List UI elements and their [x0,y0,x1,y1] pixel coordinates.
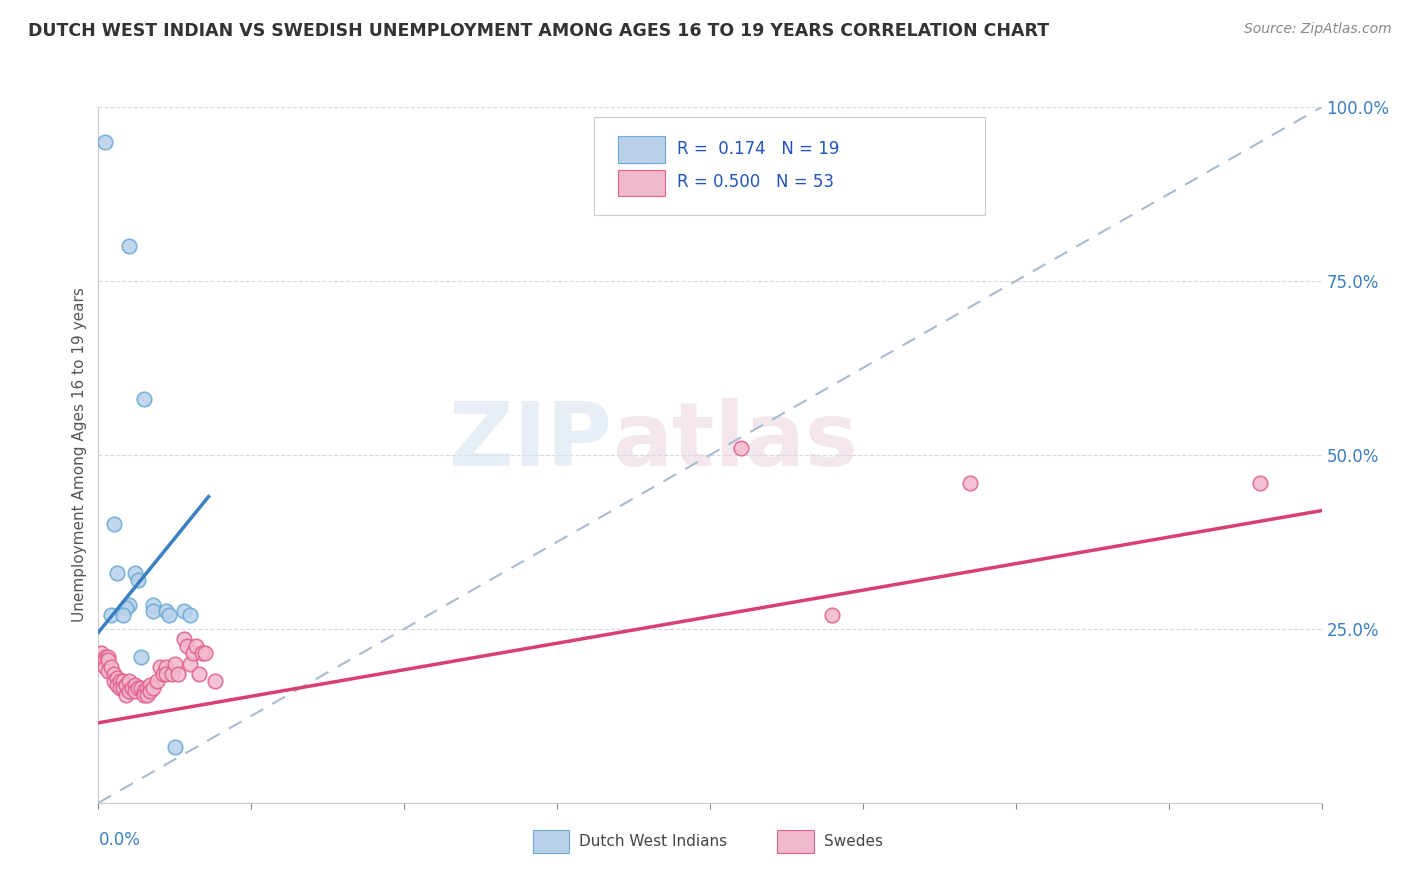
Text: Dutch West Indians: Dutch West Indians [579,833,727,848]
Point [108,681,131,695]
Point [155,605,177,619]
Point [93,653,115,667]
Point [204,674,226,689]
Point [145,674,167,689]
Y-axis label: Unemployment Among Ages 16 to 19 years: Unemployment Among Ages 16 to 19 years [72,287,87,623]
Point [186,639,208,653]
Point [191,646,214,660]
Point [124,566,146,581]
Point [115,677,138,691]
Point [142,605,165,619]
Point [103,517,125,532]
FancyBboxPatch shape [778,830,814,853]
Point [97,653,120,667]
Point [97,664,120,678]
Point [163,657,186,671]
Point [118,598,141,612]
Point [152,667,174,681]
Point [167,667,190,681]
Point [181,646,204,660]
Point [142,681,165,695]
Point [129,649,152,664]
Point [111,674,134,689]
Point [821,607,844,622]
FancyBboxPatch shape [533,830,569,853]
Point [118,684,141,698]
Point [136,681,159,695]
Point [134,392,156,407]
Point [160,667,183,681]
Point [730,441,752,455]
Point [179,607,201,622]
Text: atlas: atlas [612,398,858,484]
Point [111,607,134,622]
Point [105,671,128,685]
Text: R =  0.174   N = 19: R = 0.174 N = 19 [678,140,839,159]
FancyBboxPatch shape [619,169,665,196]
Point [105,566,128,581]
Point [105,677,128,691]
Point [173,632,195,647]
Text: 0.0%: 0.0% [98,830,141,848]
Point [149,660,172,674]
Point [115,601,138,615]
Point [100,660,122,674]
Point [188,667,211,681]
Point [155,660,177,674]
Text: Swedes: Swedes [824,833,883,848]
Point [142,598,165,612]
Point [118,239,141,253]
Point [100,607,122,622]
Point [121,681,143,695]
Point [124,684,146,698]
Point [127,681,149,695]
Point [124,677,146,691]
Point [108,674,131,689]
Point [959,475,981,490]
Point [93,660,115,674]
Point [134,688,156,702]
Point [103,674,125,689]
Point [97,649,120,664]
Point [127,573,149,587]
Point [173,605,195,619]
Point [155,667,177,681]
Point [194,646,217,660]
Point [136,688,159,702]
Point [93,649,115,664]
Point [163,740,186,755]
Point [103,667,125,681]
Point [1249,475,1271,490]
Point [118,674,141,689]
Point [134,684,156,698]
Point [176,639,198,653]
FancyBboxPatch shape [593,118,986,215]
Point [139,677,162,691]
Point [157,607,180,622]
Point [129,681,152,695]
Text: R = 0.500   N = 53: R = 0.500 N = 53 [678,173,834,191]
FancyBboxPatch shape [619,136,665,162]
Point [111,681,134,695]
Text: Source: ZipAtlas.com: Source: ZipAtlas.com [1244,22,1392,37]
Text: ZIP: ZIP [450,398,612,484]
Point [93,135,115,149]
Point [90,646,112,660]
Point [179,657,201,671]
Point [115,688,138,702]
Text: DUTCH WEST INDIAN VS SWEDISH UNEMPLOYMENT AMONG AGES 16 TO 19 YEARS CORRELATION : DUTCH WEST INDIAN VS SWEDISH UNEMPLOYMEN… [28,22,1049,40]
Point [139,684,162,698]
